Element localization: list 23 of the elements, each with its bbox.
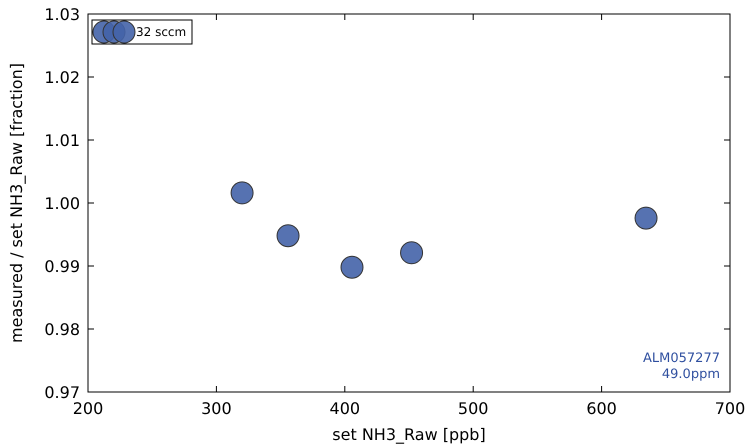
x-tick-label: 500	[458, 399, 488, 418]
x-tick-label: 700	[714, 399, 746, 418]
y-tick-label: 1.00	[44, 194, 80, 213]
y-axis-title: measured / set NH3_Raw [fraction]	[7, 63, 26, 343]
y-tick-label: 0.98	[44, 320, 80, 339]
point	[400, 241, 424, 264]
x-tick-label: 200	[72, 399, 104, 418]
x-axis-title: set NH3_Raw [ppb]	[332, 425, 486, 444]
x-tick-label: 600	[586, 399, 617, 418]
annotation: 49.0ppm	[662, 367, 720, 382]
point	[634, 206, 658, 230]
point	[340, 256, 364, 279]
legend-label: 32 sccm	[136, 25, 186, 39]
point	[276, 224, 300, 248]
annotation: ALM057277	[643, 351, 720, 366]
y-tick-label: 1.02	[44, 68, 80, 87]
x-tick-label: 300	[201, 399, 232, 418]
y-tick-label: 0.97	[44, 383, 80, 402]
point	[230, 181, 254, 204]
x-tick-label: 400	[330, 399, 360, 418]
y-tick-label: 1.03	[44, 5, 80, 24]
y-tick-label: 0.99	[44, 257, 80, 276]
y-tick-label: 1.01	[44, 131, 80, 150]
